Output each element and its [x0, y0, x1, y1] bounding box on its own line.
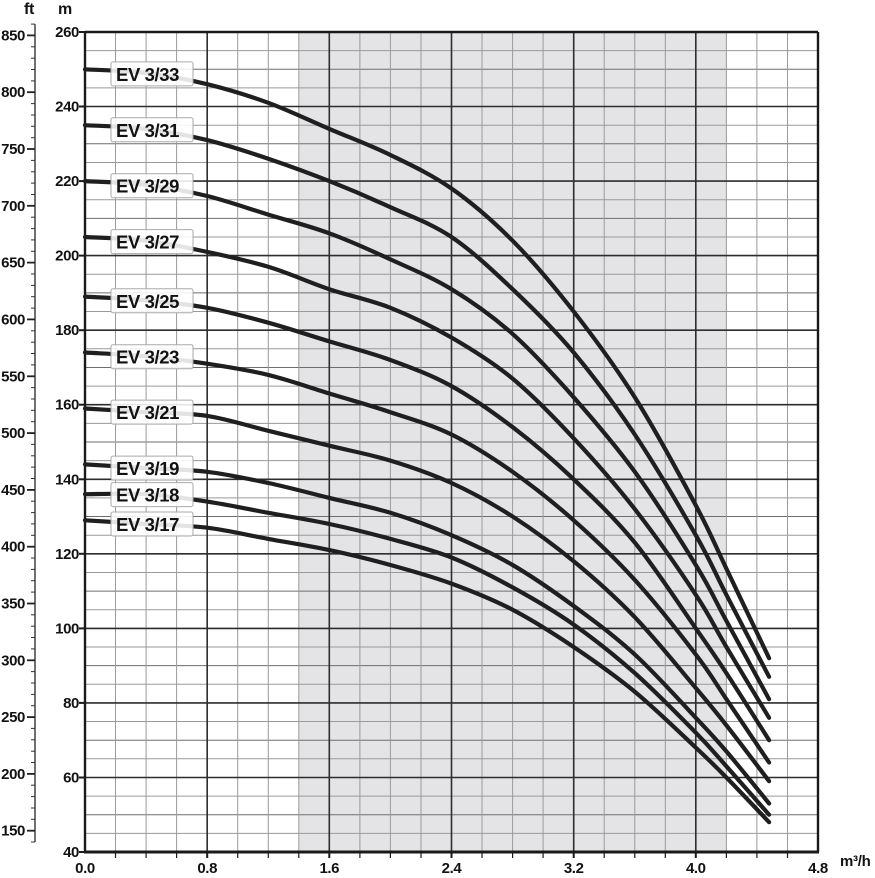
y-axis-ft-tick-label: 300: [1, 652, 25, 669]
y-axis-ft-tick-label: 350: [1, 596, 25, 613]
y-axis-m-tick-label: 140: [55, 471, 79, 488]
y-axis-m-tick-label: 60: [63, 770, 79, 787]
y-axis-ft-tick-label: 850: [1, 27, 25, 44]
x-axis-tick-label: 0.0: [75, 860, 95, 877]
y-axis-m-tick-label: 260: [55, 24, 79, 41]
pump-curve-EV-3-17: [82, 518, 772, 825]
x-axis-tick-label: 1.6: [319, 860, 339, 877]
curve-label-EV-3-18: EV 3/18: [116, 485, 179, 506]
curve-label-box-EV-3-18: [110, 482, 194, 508]
flow-axis-unit-label: m³/h: [840, 853, 871, 870]
curve-label-box-EV-3-25: [110, 288, 194, 314]
y-axis-m-tick-label: 180: [55, 322, 79, 339]
y-axis-m-tick-label: 240: [55, 99, 79, 116]
curve-label-EV-3-29: EV 3/29: [116, 176, 179, 197]
curve-label-box-EV-3-33: [110, 61, 194, 87]
curve-label-box-EV-3-27: [110, 229, 194, 255]
pump-curve-EV-3-25: [82, 294, 772, 743]
curve-label-EV-3-23: EV 3/23: [116, 347, 179, 368]
x-axis-tick-label: 4.8: [808, 860, 828, 877]
pump-curve-EV-3-23: [82, 350, 772, 765]
curve-label-EV-3-25: EV 3/25: [116, 291, 179, 312]
curve-label-box-EV-3-19: [110, 455, 194, 481]
curve-label-box-EV-3-23: [110, 344, 194, 370]
y-axis-m-tick-label: 200: [55, 248, 79, 265]
x-axis-tick-label: 0.8: [197, 860, 217, 877]
y-axis-ft-tick-label: 700: [1, 198, 25, 215]
pump-curve-EV-3-19: [82, 462, 772, 806]
y-axis-m-tick-label: 160: [55, 397, 79, 414]
curve-label-EV-3-21: EV 3/21: [116, 402, 179, 423]
curve-label-box-EV-3-29: [110, 173, 194, 199]
y-axis-ft-tick-label: 250: [1, 709, 25, 726]
y-axis-ft-tick-label: 500: [1, 425, 25, 442]
y-axis-ft-tick-label: 600: [1, 311, 25, 328]
y-axis-ft-tick-label: 150: [1, 823, 25, 840]
y-axis-ft-tick-label: 450: [1, 482, 25, 499]
m-axis-unit-label: m: [58, 1, 72, 18]
pump-curve-EV-3-33: [82, 67, 772, 661]
curve-label-EV-3-31: EV 3/31: [116, 120, 179, 141]
x-axis-tick-label: 3.2: [564, 860, 584, 877]
pump-curve-EV-3-21: [82, 406, 772, 784]
y-axis-ft-tick-label: 400: [1, 539, 25, 556]
y-axis-m-tick-label: 120: [55, 546, 79, 563]
y-axis-ft-tick-label: 200: [1, 766, 25, 783]
curve-label-EV-3-17: EV 3/17: [116, 514, 179, 535]
y-axis-m-tick-label: 220: [55, 173, 79, 190]
y-axis-ft-tick-label: 800: [1, 84, 25, 101]
y-axis-ft-tick-label: 650: [1, 255, 25, 272]
y-axis-ft-tick-label: 550: [1, 368, 25, 385]
x-axis-tick-label: 2.4: [442, 860, 463, 877]
y-axis-ft-tick-label: 750: [1, 141, 25, 158]
curve-label-EV-3-27: EV 3/27: [116, 232, 179, 253]
y-axis-m-tick-label: 80: [63, 695, 79, 712]
pump-curve-EV-3-29: [82, 179, 772, 702]
pump-curve-EV-3-31: [82, 123, 772, 679]
curve-label-box-EV-3-31: [110, 117, 194, 143]
pump-curve-EV-3-27: [82, 234, 772, 720]
x-axis-tick-label: 4.0: [686, 860, 706, 877]
y-axis-m-tick-label: 100: [55, 620, 79, 637]
ft-axis-unit-label: ft: [23, 1, 34, 18]
curve-label-EV-3-19: EV 3/19: [116, 458, 179, 479]
pump-curve-EV-3-18: [82, 491, 772, 817]
curve-label-box-EV-3-17: [110, 511, 194, 537]
y-axis-m-tick-label: 40: [63, 844, 79, 861]
curve-label-EV-3-33: EV 3/33: [116, 64, 179, 85]
curve-label-box-EV-3-21: [110, 399, 194, 425]
